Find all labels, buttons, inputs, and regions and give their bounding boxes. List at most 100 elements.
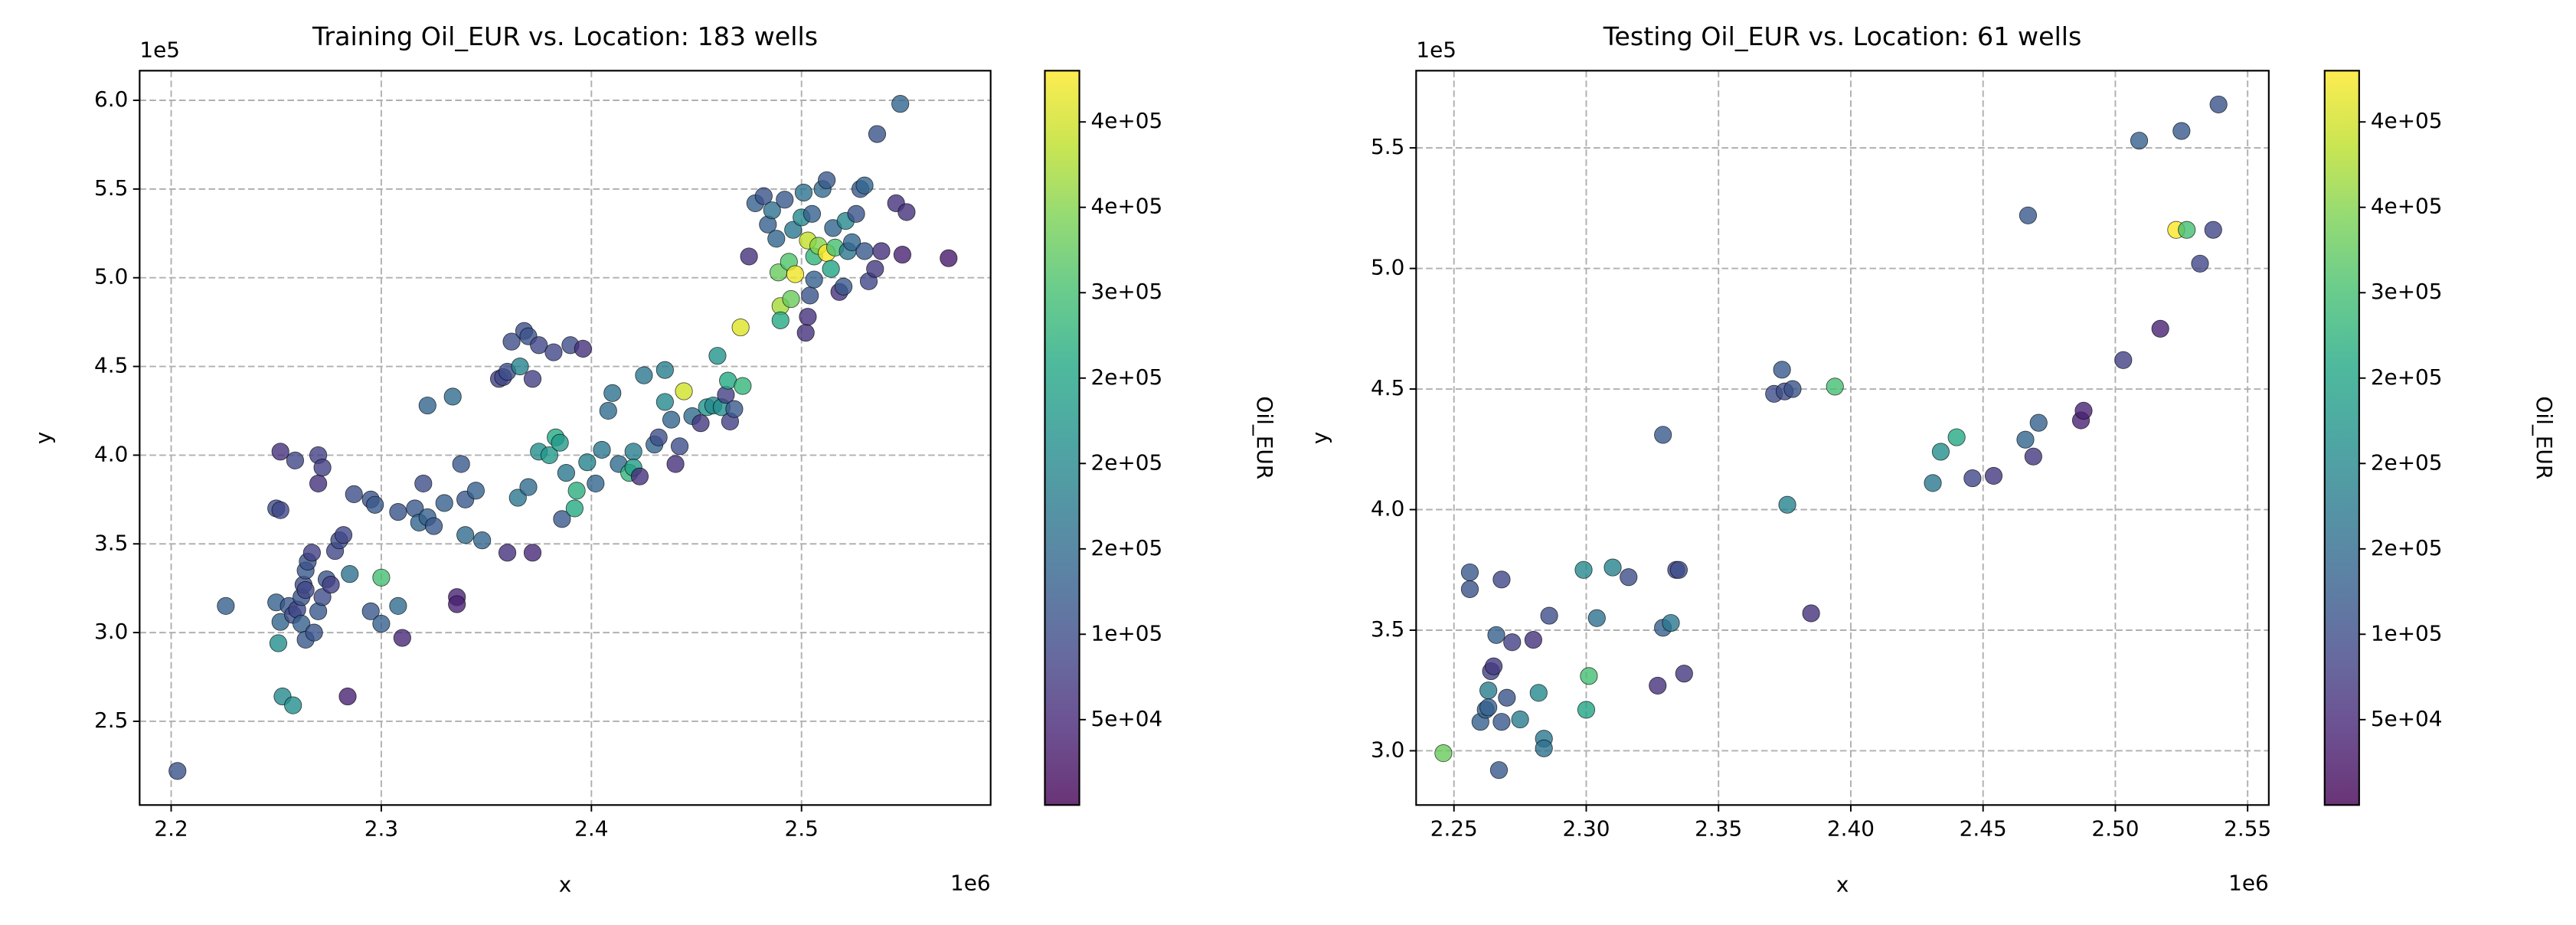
point: [740, 247, 758, 266]
x-tick-label: 2.45: [1960, 816, 2007, 841]
point: [574, 339, 592, 358]
x-tick-label: 2.2: [154, 816, 188, 841]
point: [508, 489, 527, 507]
point: [284, 696, 302, 714]
point: [309, 474, 328, 493]
y-tick-label: 5.0: [1371, 255, 1404, 280]
colorbar-tick-label: 2e+05: [1091, 535, 1163, 561]
point: [1511, 710, 1529, 729]
point: [872, 242, 891, 260]
chart-title: Training Oil_EUR vs. Location: 183 wells: [312, 21, 818, 51]
colorbar-tick-label: 4e+05: [2371, 108, 2443, 133]
point: [794, 183, 813, 202]
point: [1529, 684, 1548, 702]
point: [1778, 495, 1796, 514]
point: [302, 544, 321, 562]
y-offset: 1e5: [139, 38, 180, 63]
point: [1783, 380, 1802, 398]
point: [803, 204, 822, 223]
point: [593, 440, 611, 459]
point: [649, 428, 668, 446]
point: [565, 499, 584, 518]
point: [805, 270, 823, 289]
point: [418, 396, 436, 415]
point: [587, 474, 605, 493]
point: [599, 401, 617, 420]
x-tick-label: 2.40: [1827, 816, 1875, 841]
point: [2204, 221, 2222, 239]
y-tick-label: 3.5: [94, 530, 128, 555]
point: [897, 203, 916, 221]
point: [523, 544, 542, 562]
point: [1535, 739, 1553, 757]
point: [271, 501, 289, 519]
colorbar-tick-label: 2e+05: [1091, 449, 1163, 475]
x-tick-label: 2.4: [574, 816, 608, 841]
point: [523, 370, 542, 388]
x-tick-label: 2.3: [364, 816, 398, 841]
point: [708, 347, 727, 365]
point: [1675, 665, 1693, 683]
x-tick-label: 2.25: [1430, 816, 1478, 841]
x-tick-label: 2.5: [785, 816, 819, 841]
point: [557, 463, 575, 482]
y-axis-label: y: [31, 432, 56, 445]
y-tick-label: 5.5: [1371, 134, 1404, 159]
point: [578, 453, 597, 472]
point: [540, 446, 559, 464]
y-tick-label: 3.5: [1371, 616, 1404, 642]
point: [842, 233, 861, 251]
point: [891, 95, 910, 113]
colorbar-tick-label: 2e+05: [2371, 364, 2443, 390]
point: [630, 467, 649, 485]
point: [530, 336, 548, 355]
point: [675, 382, 693, 400]
point: [456, 526, 475, 544]
y-axis-label: y: [1307, 432, 1332, 445]
point: [1947, 428, 1966, 446]
point: [1802, 604, 1820, 623]
point: [1574, 561, 1593, 579]
point: [1603, 558, 1622, 577]
x-axis-label: x: [559, 871, 572, 897]
point: [2016, 430, 2035, 449]
x-tick-label: 2.30: [1562, 816, 1610, 841]
point: [1540, 606, 1558, 625]
y-tick-label: 6.0: [94, 87, 128, 112]
point: [2074, 401, 2093, 420]
point: [519, 478, 538, 496]
point: [313, 588, 332, 606]
point: [2178, 221, 2196, 239]
point: [784, 221, 803, 239]
point: [1492, 570, 1511, 589]
colorbar-tick-label: 2e+05: [2371, 449, 2443, 475]
point: [662, 410, 681, 429]
point: [389, 502, 407, 521]
point: [511, 357, 529, 376]
chart-title: Testing Oil_EUR vs. Location: 61 wells: [1603, 21, 2082, 51]
colorbar: [2323, 70, 2360, 806]
point: [786, 265, 805, 283]
point: [2130, 132, 2149, 150]
point: [1492, 713, 1511, 731]
point: [866, 260, 884, 278]
point: [1662, 613, 1680, 632]
point: [822, 260, 840, 278]
point: [666, 455, 685, 473]
point: [1479, 698, 1498, 717]
point: [1479, 681, 1498, 700]
point: [801, 286, 819, 305]
point: [168, 762, 187, 780]
colorbar-tick-label: 5e+04: [1091, 706, 1163, 731]
y-tick-label: 5.5: [94, 175, 128, 201]
point: [818, 171, 836, 189]
point: [624, 443, 642, 461]
point: [313, 459, 332, 477]
point: [1649, 676, 1667, 695]
point: [2114, 351, 2133, 369]
colorbar-tick-label: 4e+05: [1091, 108, 1163, 133]
point: [731, 319, 750, 337]
axes-frame: [139, 70, 992, 806]
point: [1773, 361, 1791, 379]
